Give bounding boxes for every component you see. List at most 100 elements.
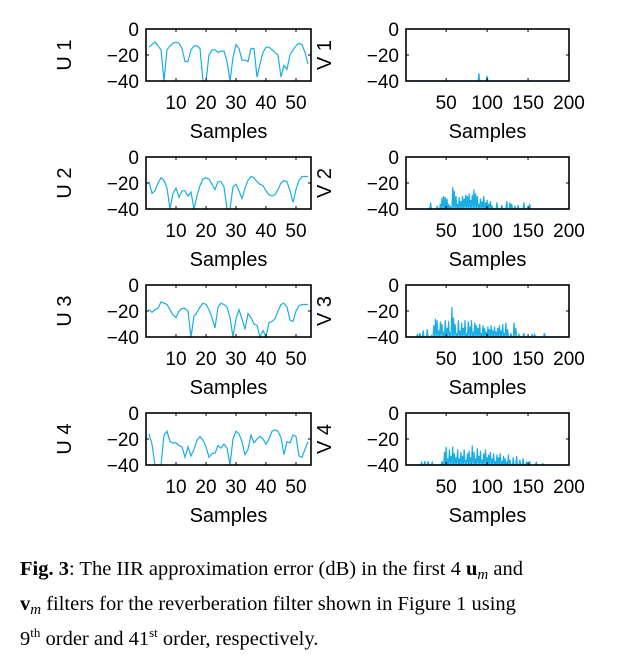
- y-tick-label: −20: [107, 46, 139, 67]
- y-tick-label: −40: [367, 456, 399, 477]
- x-tick-label: 20: [195, 349, 216, 370]
- caption-v-symbol: v: [20, 593, 31, 615]
- y-axis-label: U 2: [54, 167, 76, 198]
- y-tick-label: −40: [367, 200, 399, 221]
- y-tick-label: −40: [107, 200, 139, 221]
- x-tick-label: 50: [285, 93, 306, 114]
- x-tick-label: 200: [553, 349, 585, 370]
- y-axis-label: U 3: [54, 295, 76, 326]
- x-tick-label: 100: [471, 93, 503, 114]
- x-tick-label: 50: [285, 477, 306, 498]
- y-tick-label: −40: [107, 456, 139, 477]
- x-tick-label: 20: [195, 221, 216, 242]
- x-tick-label: 40: [255, 221, 276, 242]
- axes-box: [405, 28, 570, 82]
- figure-caption: Fig. 3: The IIR approximation error (dB)…: [20, 555, 625, 654]
- x-axis-label: Samples: [449, 121, 527, 143]
- series-line: [406, 186, 569, 210]
- series-line: [148, 41, 309, 82]
- y-tick-label: −20: [367, 302, 399, 323]
- x-tick-label: 50: [285, 349, 306, 370]
- subplot-u1: 10 20 30 40 50 0 −20 −40 Samples U 1: [54, 20, 312, 143]
- y-tick-label: 0: [388, 148, 399, 169]
- x-tick-label: 200: [553, 221, 585, 242]
- caption-label: Fig. 3: [20, 558, 69, 580]
- x-tick-label: 100: [471, 477, 503, 498]
- x-tick-label: 50: [436, 93, 457, 114]
- y-axis-label: U 4: [54, 423, 76, 454]
- caption-text: filters for the reverberation filter sho…: [41, 593, 516, 615]
- x-tick-label: 150: [512, 221, 544, 242]
- x-tick-label: 20: [195, 477, 216, 498]
- caption-text: : The IIR approximation error (dB) in th…: [68, 558, 466, 580]
- y-tick-label: −20: [367, 430, 399, 451]
- x-axis-label: Samples: [190, 121, 268, 143]
- x-tick-label: 150: [512, 93, 544, 114]
- caption-subscript: m: [30, 602, 42, 618]
- x-tick-label: 20: [195, 93, 216, 114]
- y-tick-label: −40: [367, 72, 399, 93]
- y-tick-label: −40: [107, 328, 139, 349]
- x-tick-label: 10: [165, 221, 186, 242]
- caption-superscript: st: [149, 625, 158, 640]
- subplot-v4: 50 100 150 200 0 −20 −40 Samples V 4: [314, 404, 585, 527]
- x-tick-label: 10: [165, 93, 186, 114]
- x-tick-label: 50: [436, 221, 457, 242]
- x-tick-label: 100: [471, 221, 503, 242]
- y-tick-label: 0: [388, 404, 399, 425]
- caption-text: order, respectively.: [157, 628, 319, 650]
- subplot-v3: 50 100 150 200 0 −20 −40 Samples V 3: [314, 276, 585, 399]
- x-tick-label: 40: [255, 93, 276, 114]
- x-axis-label: Samples: [449, 505, 527, 527]
- x-tick-label: 30: [225, 477, 246, 498]
- y-tick-label: −20: [107, 430, 139, 451]
- y-tick-label: −20: [367, 174, 399, 195]
- x-tick-label: 10: [165, 477, 186, 498]
- series-line: [148, 301, 308, 339]
- x-tick-label: 40: [255, 477, 276, 498]
- x-tick-label: 200: [553, 93, 585, 114]
- x-tick-label: 50: [436, 477, 457, 498]
- x-tick-label: 30: [225, 349, 246, 370]
- y-tick-label: 0: [128, 404, 139, 425]
- y-tick-label: −20: [107, 302, 139, 323]
- y-axis-label: V 2: [314, 168, 336, 198]
- y-axis-label: V 3: [314, 296, 336, 326]
- caption-text: order and 41: [40, 628, 150, 650]
- subplot-v1: 50 100 150 200 0 −20 −40 Samples V 1: [314, 20, 585, 143]
- y-tick-label: −40: [367, 328, 399, 349]
- x-tick-label: 10: [165, 349, 186, 370]
- y-tick-label: 0: [388, 20, 399, 41]
- y-axis-label: V 1: [314, 40, 336, 70]
- subplot-u4: 10 20 30 40 50 0 −20 −40 Samples U 4: [54, 404, 312, 527]
- x-tick-label: 30: [225, 221, 246, 242]
- x-tick-label: 100: [471, 349, 503, 370]
- x-axis-label: Samples: [449, 377, 527, 399]
- x-axis-label: Samples: [190, 249, 268, 271]
- x-axis-label: Samples: [190, 505, 268, 527]
- series-line: [148, 175, 308, 210]
- x-axis-label: Samples: [190, 377, 268, 399]
- y-axis-label: U 1: [54, 39, 76, 70]
- y-tick-label: 0: [128, 276, 139, 297]
- caption-text: 9: [20, 628, 31, 650]
- x-axis-label: Samples: [449, 249, 527, 271]
- x-tick-label: 50: [436, 349, 457, 370]
- subplot-u2: 10 20 30 40 50 0 −20 −40 Samples U 2: [54, 148, 312, 271]
- caption-u-symbol: u: [465, 558, 478, 580]
- series-line: [406, 307, 569, 338]
- x-tick-label: 40: [255, 349, 276, 370]
- caption-superscript: th: [30, 625, 41, 640]
- subplot-v2: 50 100 150 200 0 −20 −40 Samples V 2: [314, 148, 585, 271]
- x-tick-label: 150: [512, 477, 544, 498]
- y-tick-label: −40: [107, 72, 139, 93]
- subplot-u3: 10 20 30 40 50 0 −20 −40 Samples U 3: [54, 276, 312, 399]
- y-tick-label: 0: [128, 148, 139, 169]
- y-tick-label: −20: [367, 46, 399, 67]
- x-tick-label: 150: [512, 349, 544, 370]
- caption-subscript: m: [477, 567, 489, 583]
- y-tick-label: 0: [388, 276, 399, 297]
- axes-box: [145, 156, 312, 210]
- y-tick-label: 0: [128, 20, 139, 41]
